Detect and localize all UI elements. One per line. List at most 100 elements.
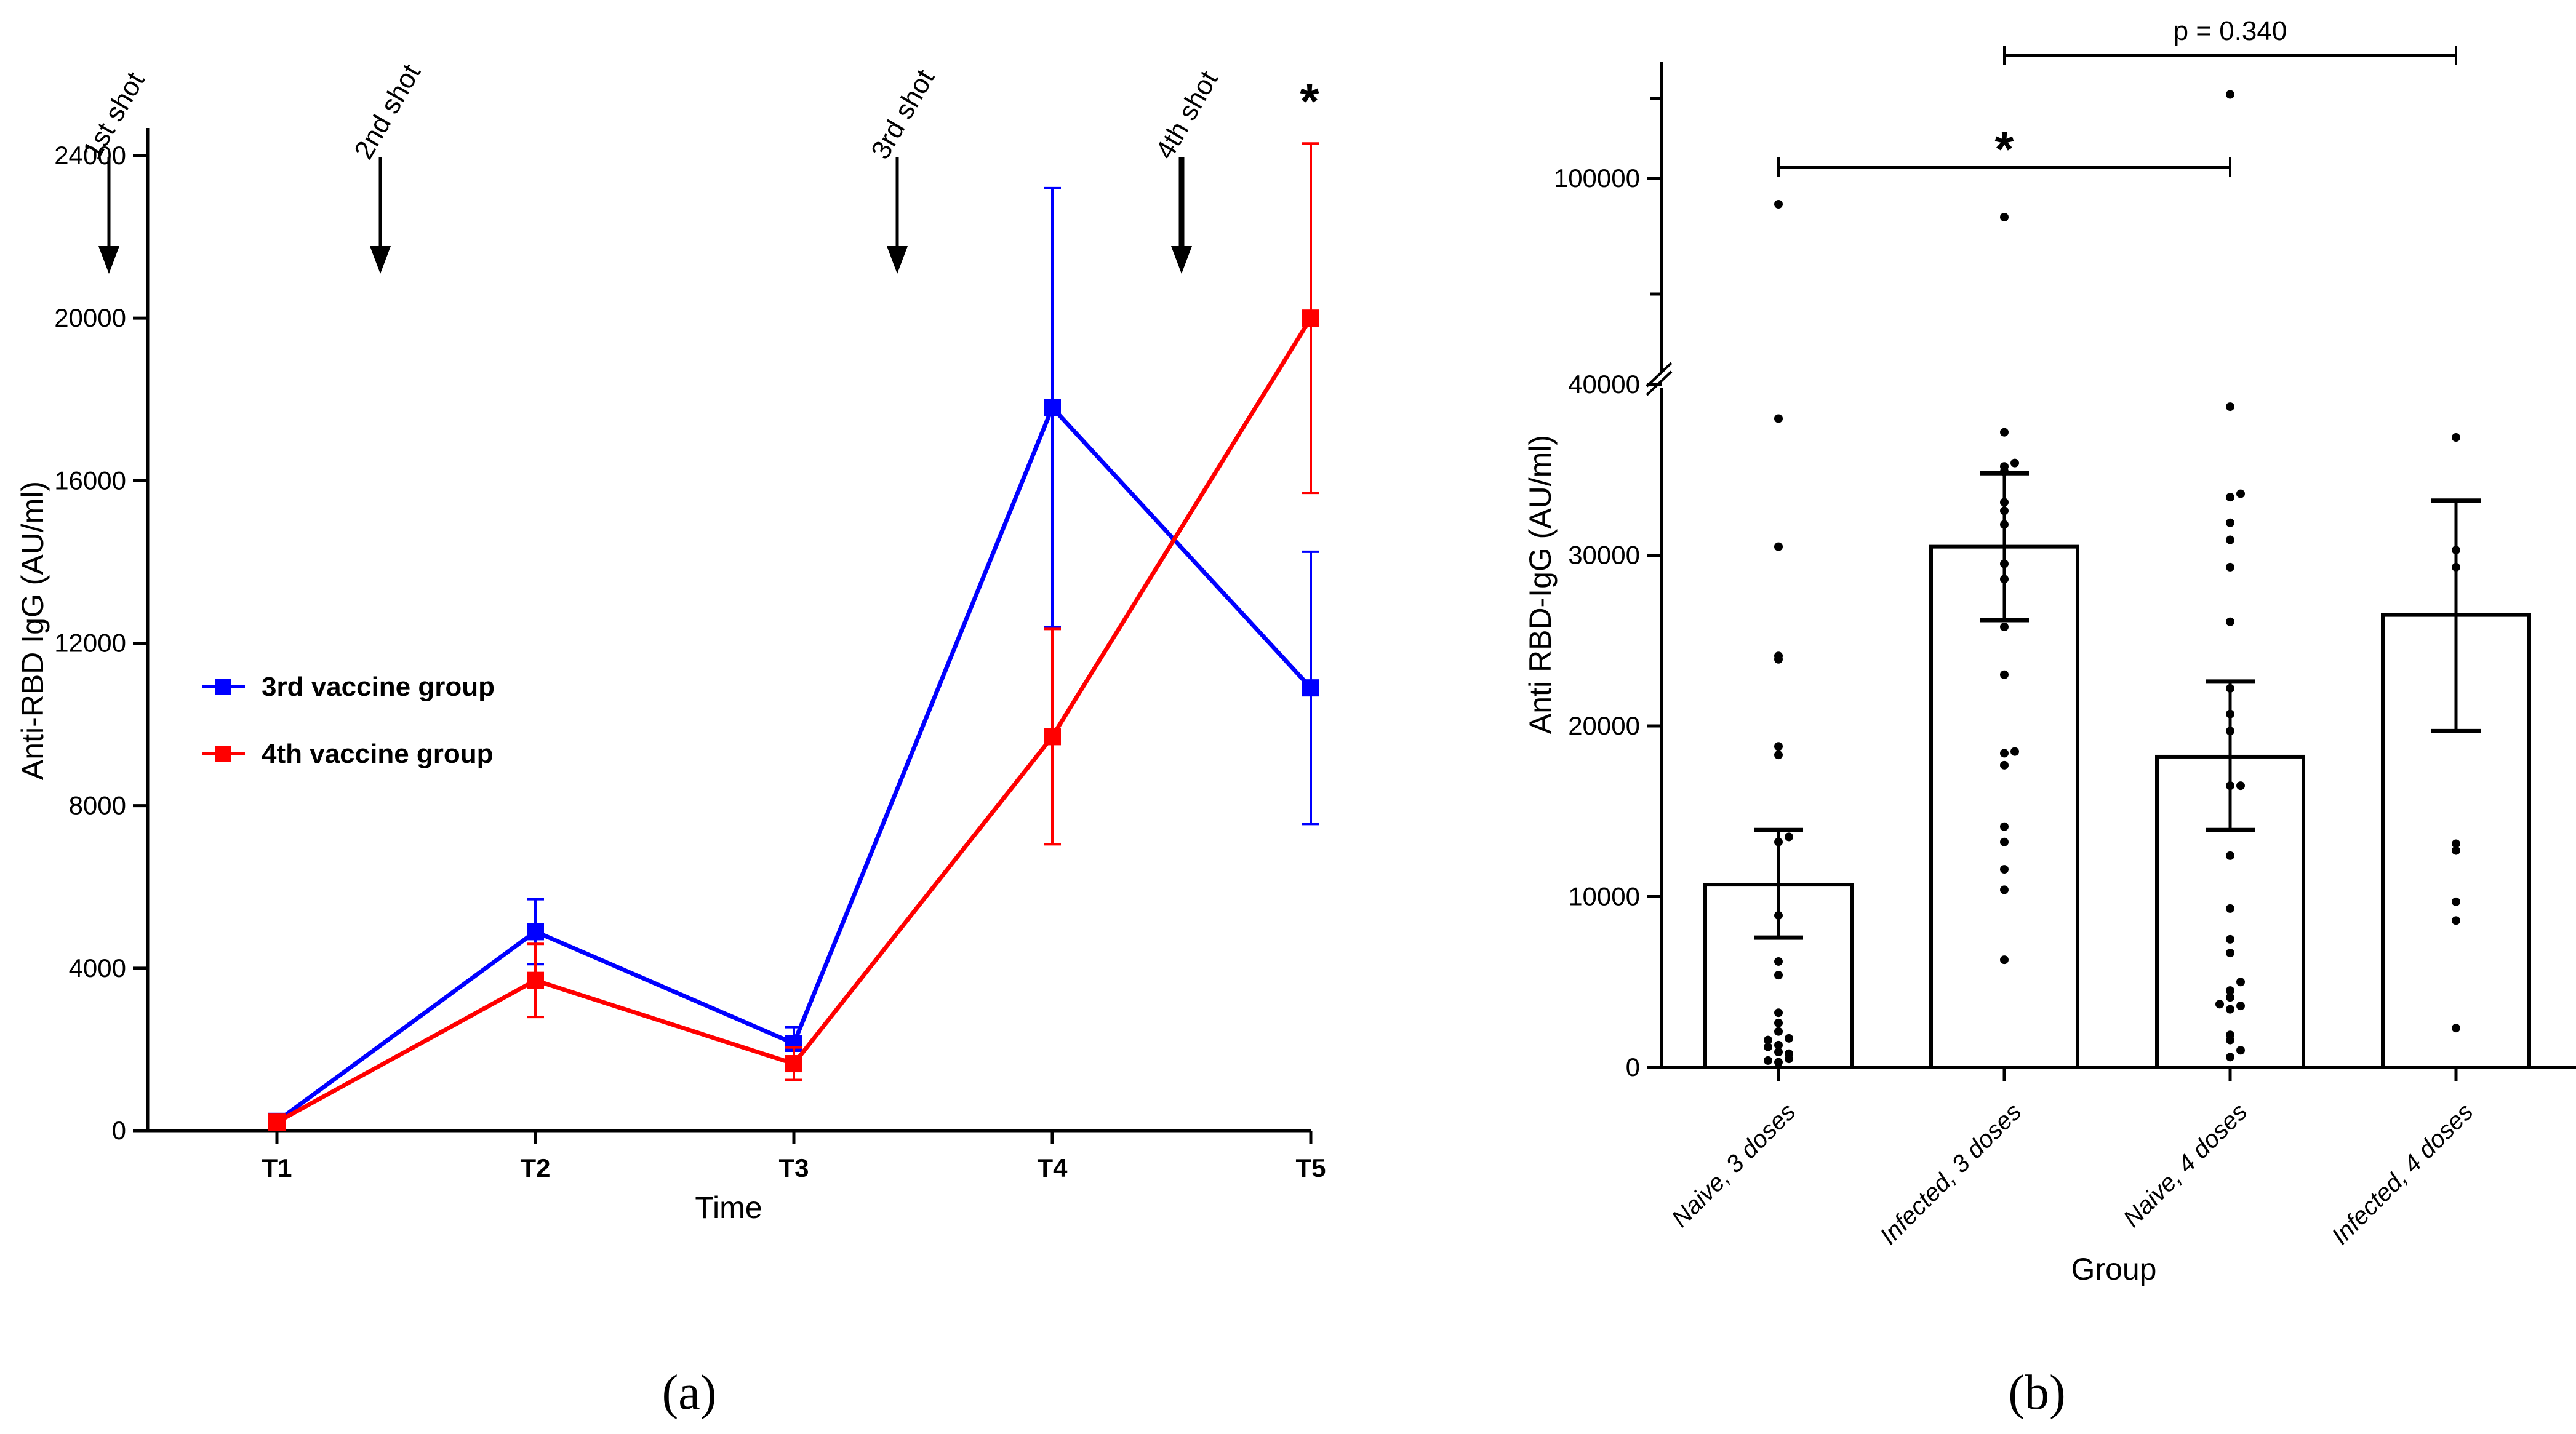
data-point — [1774, 651, 1783, 661]
data-point — [2000, 462, 2009, 471]
panel-a-shot-label: 3rd shot — [865, 65, 940, 164]
panel-a-shot-arrow-head — [370, 246, 391, 274]
panel-b-x-tick-label: Infected, 3 doses — [1875, 1098, 2027, 1250]
data-point — [2010, 458, 2019, 468]
panel-b-y-axis-title: Anti RBD-IgG (AU/ml) — [1523, 435, 1558, 734]
panel-a-y-tick-label: 24000 — [54, 141, 126, 170]
panel-a-shot-arrow-head — [887, 246, 908, 274]
panel-a-x-tick-label: T5 — [1295, 1153, 1326, 1182]
series-line — [276, 317, 1313, 1125]
data-point — [2452, 846, 2460, 855]
data-point — [1764, 1056, 1772, 1065]
panel-a-y-axis-title: Anti-RBD IgG (AU/ml) — [15, 481, 50, 780]
data-point — [2226, 1005, 2234, 1014]
data-point — [2226, 934, 2234, 944]
data-point — [527, 923, 544, 941]
panel-b-axis-break — [1646, 362, 1673, 396]
panel-a-y-tick-label: 12000 — [54, 629, 126, 658]
data-point — [2010, 747, 2019, 756]
data-point — [1774, 200, 1783, 209]
bar — [1929, 544, 2079, 1069]
panel-a-shot-label: 4th shot — [1150, 66, 1224, 164]
panel-a-line-chart: 0 4000 8000 12000 16000 20000 24000 T1 T2 T3 T4 T5… — [15, 59, 1326, 1420]
panel-b-x-axis-title: Group — [2071, 1252, 2157, 1286]
data-point — [2226, 1030, 2234, 1040]
panel-a-series-3rd-vaccine — [268, 186, 1319, 1130]
panel-a-y-tick-label: 16000 — [54, 466, 126, 495]
data-point — [1302, 309, 1319, 327]
panel-b-bar-chart: 0 10000 20000 30000 40000 100000 Naive, 3 dos… — [1523, 16, 2576, 1420]
panel-a-legend: 3rd vaccine group 4th vaccine group — [202, 672, 495, 769]
data-point — [2000, 955, 2009, 965]
data-point — [2000, 623, 2009, 632]
data-point — [2215, 1000, 2224, 1009]
data-point — [2226, 562, 2234, 572]
panel-b-bars — [1703, 544, 2531, 1069]
panel-a-significance-star: * — [1300, 74, 1319, 129]
panel-b-x-tick-label: Naive, 3 doses — [1666, 1098, 1801, 1232]
data-point — [1774, 751, 1783, 760]
data-point — [1044, 728, 1061, 746]
panel-b-label: (b) — [2008, 1366, 2065, 1420]
data-point — [1774, 1040, 1783, 1050]
data-point — [2452, 916, 2460, 925]
panel-a-series-4th-vaccine — [268, 142, 1319, 1131]
data-point — [785, 1055, 802, 1073]
data-point — [1774, 1008, 1783, 1018]
data-point — [1774, 1058, 1783, 1067]
data-point — [1774, 957, 1783, 966]
panel-a-x-axis-title: Time — [695, 1190, 762, 1225]
data-point — [1785, 832, 1793, 842]
legend-4th-vaccine-label: 4th vaccine group — [262, 739, 494, 769]
data-point — [1785, 1034, 1793, 1043]
panel-a-y-tick-label: 8000 — [69, 791, 126, 820]
data-point — [2226, 949, 2234, 958]
panel-a-y-ticks: 0 4000 8000 12000 16000 20000 24000 — [54, 141, 148, 1145]
data-point — [2000, 213, 2009, 221]
panel-a-x-tick-label: T1 — [262, 1153, 292, 1182]
data-point — [1774, 742, 1783, 751]
data-point — [2236, 1002, 2245, 1011]
legend-3rd-vaccine-label: 3rd vaccine group — [262, 672, 495, 702]
data-point — [2226, 535, 2234, 544]
data-point — [2000, 428, 2009, 437]
panel-a-label: (a) — [662, 1366, 717, 1420]
data-point — [527, 971, 544, 989]
data-point — [1764, 1042, 1772, 1051]
data-point — [2236, 1046, 2245, 1055]
data-point — [2226, 993, 2234, 1002]
data-point — [2000, 837, 2009, 846]
legend-4th-vaccine-marker — [215, 746, 231, 762]
legend-3rd-vaccine-marker — [215, 679, 231, 695]
panel-a-y-tick-label: 0 — [112, 1116, 126, 1145]
data-point — [1764, 1035, 1772, 1045]
panel-a-x-tick-label: T2 — [520, 1153, 550, 1182]
data-point — [2452, 897, 2460, 906]
panel-b-comparisons: * p = 0.340 — [1777, 16, 2457, 177]
data-point — [2236, 978, 2245, 987]
data-point — [2000, 822, 2009, 831]
data-point — [2000, 865, 2009, 874]
data-point — [2226, 1053, 2234, 1062]
data-point — [1785, 1049, 1793, 1058]
data-point — [2236, 489, 2245, 498]
data-point — [1302, 679, 1319, 697]
data-point — [1774, 542, 1783, 551]
data-point — [2226, 402, 2234, 412]
panel-b-error-bars — [1754, 471, 2481, 940]
data-point — [1774, 1048, 1783, 1057]
panel-a-shot-arrow-head — [1171, 246, 1192, 274]
comparison-label: * — [1994, 122, 2014, 177]
data-point — [1774, 414, 1783, 423]
panel-a-x-tick-label: T3 — [778, 1153, 809, 1182]
data-point — [2226, 617, 2234, 626]
data-point — [2000, 760, 2009, 770]
data-point — [1774, 1018, 1783, 1027]
panel-b-x-labels: Naive, 3 doses Infected, 3 doses Naive, 4 … — [1666, 1067, 2478, 1250]
panel-b-y-tick-label: 20000 — [1568, 711, 1640, 740]
data-point — [2452, 1024, 2460, 1033]
data-point — [2226, 904, 2234, 913]
panel-b-y-tick-label: 10000 — [1568, 882, 1640, 911]
data-point — [2226, 851, 2234, 860]
